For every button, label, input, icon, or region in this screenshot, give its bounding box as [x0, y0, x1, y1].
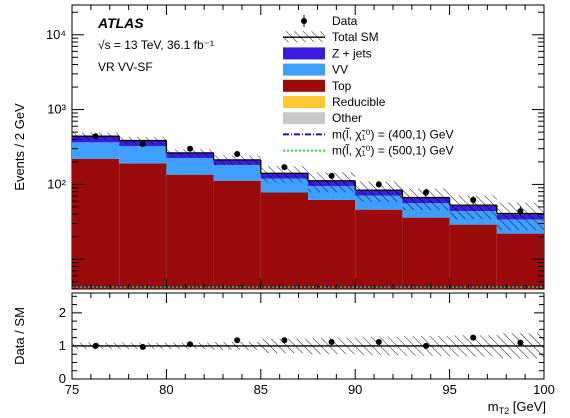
legend-label-8: m(l̃, χ̃₁⁰) = (500,1) GeV — [332, 142, 454, 157]
x-tick-label-3: 90 — [348, 382, 362, 397]
legend-swatch — [283, 63, 325, 76]
bar-top-5 — [308, 199, 356, 289]
data-point-3 — [234, 150, 241, 157]
ratio-point-3 — [234, 337, 241, 344]
legend-entry-7: m(l̃, χ̃₁⁰) = (400,1) GeV — [283, 126, 454, 141]
legend-entry-0: Data — [301, 14, 358, 28]
bar-top-6 — [355, 209, 403, 289]
total-sm-band-5 — [308, 172, 356, 193]
ratio-point-6 — [375, 338, 382, 345]
legend-swatch — [283, 79, 325, 92]
data-point-7 — [423, 189, 429, 196]
data-points — [92, 133, 524, 217]
total-sm-band-4 — [260, 166, 308, 183]
main-y-tick-label-1: 10³ — [47, 102, 66, 117]
ratio-panel: 75 80 85 90 95 100 0 1 2 Data / SM mT2 [GeV] — [12, 292, 555, 416]
main-axes: 10² 10³ 10⁴ — [46, 5, 545, 290]
x-tick-label-1: 80 — [159, 382, 173, 397]
legend-label-7: m(l̃, χ̃₁⁰) = (400,1) GeV — [332, 126, 454, 141]
legend-swatch — [283, 112, 325, 125]
bar-vv-0 — [72, 142, 120, 159]
legend-label-0: Data — [332, 14, 358, 28]
legend-entry-6: Other — [283, 111, 362, 125]
bar-top-1 — [119, 163, 167, 289]
bar-vv-1 — [119, 146, 167, 164]
legend-label-6: Other — [332, 111, 362, 125]
data-point-6 — [375, 181, 382, 188]
x-tick-label-4: 95 — [442, 382, 456, 397]
x-tick-label-2: 85 — [254, 382, 268, 397]
ratio-axes: 75 80 85 90 95 100 0 1 2 — [59, 293, 555, 397]
bar-top-9 — [496, 233, 544, 289]
ratio-point-8 — [470, 334, 477, 341]
bar-top-3 — [213, 180, 261, 289]
ratio-point-0 — [92, 342, 99, 349]
bar-vv-3 — [213, 164, 261, 181]
energy-lumi-label: √s = 13 TeV, 36.1 fb⁻¹ — [98, 38, 214, 52]
atlas-label: ATLAS — [97, 15, 144, 31]
legend-label-3: VV — [332, 63, 348, 77]
data-point-5 — [328, 172, 335, 179]
bar-top-7 — [402, 217, 450, 289]
ratio-y-tick-label-0: 0 — [59, 371, 66, 386]
ratio-point-7 — [423, 342, 429, 349]
legend-swatch — [283, 47, 325, 60]
legend-entry-3: VV — [283, 63, 348, 77]
data-point-2 — [187, 145, 193, 152]
ratio-y-tick-label-2: 2 — [59, 305, 66, 320]
legend-entry-1: Total SM — [283, 30, 379, 44]
data-point-4 — [281, 164, 288, 171]
data-point-1 — [139, 141, 146, 148]
legend-entry-2: Z + jets — [283, 46, 372, 60]
total-sm-band-7 — [402, 188, 450, 211]
region-label: VR VV-SF — [98, 60, 153, 74]
bar-vv-2 — [166, 158, 214, 175]
ratio-y-axis-label: Data / SM — [12, 307, 27, 365]
data-point-9 — [517, 208, 524, 215]
ratio-y-tick-label-1: 1 — [59, 338, 66, 353]
legend-entry-5: Reducible — [283, 95, 386, 109]
x-tick-label-5: 100 — [533, 382, 555, 397]
main-y-tick-label-0: 10² — [47, 176, 66, 191]
ratio-point-9 — [517, 339, 524, 346]
legend-swatch — [283, 96, 325, 108]
legend-label-2: Z + jets — [332, 46, 372, 60]
legend-entry-8: m(l̃, χ̃₁⁰) = (500,1) GeV — [283, 142, 454, 158]
legend-label-4: Top — [332, 79, 352, 93]
data-point-8 — [470, 196, 477, 203]
x-tick-label-0: 75 — [65, 382, 79, 397]
bar-top-2 — [166, 174, 214, 289]
data-point-0 — [92, 133, 99, 140]
total-sm-band-8 — [449, 195, 497, 220]
bar-top-8 — [449, 224, 497, 289]
ratio-point-1 — [139, 343, 146, 350]
legend-marker-dot — [301, 18, 307, 24]
main-y-tick-label-2: 10⁴ — [46, 27, 66, 42]
ratio-content — [72, 333, 544, 359]
main-panel: 10² 10³ 10⁴ Events / 2 GeV ATLAS √s = 13 T… — [12, 4, 545, 290]
total-sm-band-6 — [355, 181, 403, 202]
legend-label-5: Reducible — [332, 95, 386, 109]
bar-top-4 — [260, 192, 308, 289]
ratio-point-4 — [281, 337, 288, 344]
ratio-point-5 — [328, 338, 335, 345]
x-axis-label: mT2 [GeV] — [488, 399, 546, 416]
ratio-point-2 — [187, 341, 193, 348]
legend-label-1: Total SM — [332, 30, 379, 44]
bar-top-0 — [72, 158, 120, 289]
legend-entry-4: Top — [283, 79, 352, 93]
main-y-axis-label: Events / 2 GeV — [12, 103, 27, 191]
